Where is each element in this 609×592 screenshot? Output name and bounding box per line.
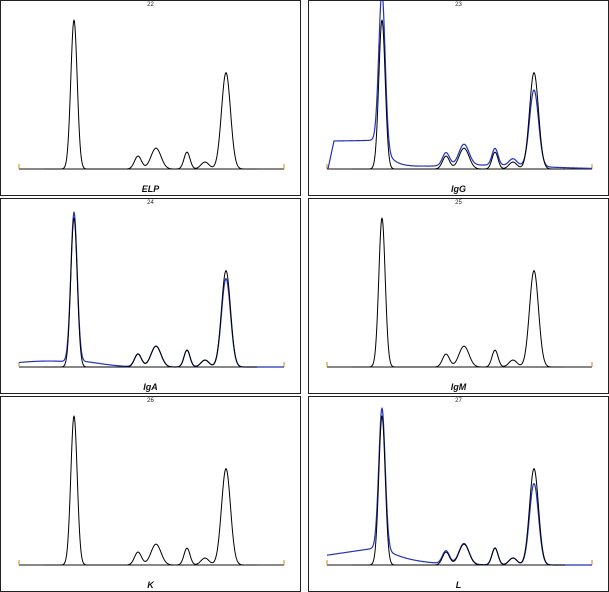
panel-number: 22 [147,2,154,8]
panel-igm: 25 IgM [308,198,609,394]
panel-label: L [455,580,462,590]
reference-trace-line [44,415,257,566]
immunofixation-trace-line [326,1,593,170]
panel-number: 26 [147,398,154,404]
panel-label: K [147,580,154,590]
reference-trace-line [352,415,565,566]
densitometry-plot [1,397,285,566]
reference-trace-line [352,217,565,368]
densitometry-plot [18,211,285,368]
reference-trace-line [44,19,257,170]
immunofixation-trace-line [326,407,593,566]
panel-label: IgA [143,382,158,392]
panel-number: 24 [147,200,154,206]
densitometry-plot [309,199,593,368]
panel-elp: 22 ELP [0,0,301,196]
reference-trace-line [352,19,565,170]
densitometry-plot [326,407,593,566]
panel-number: 23 [455,2,462,8]
panel-label: ELP [141,184,160,194]
panel-iga: 24 IgA [0,198,301,394]
panel-label: IgG [451,184,466,194]
panel-lambda: 27 L [308,396,609,592]
panel-number: 25 [455,200,462,206]
densitometry-plot [18,19,285,170]
reference-trace-line [44,217,257,368]
immunofixation-trace-line [18,211,285,368]
panel-label: IgM [450,382,467,392]
panel-kappa: 26 K [0,396,301,592]
panel-number: 27 [455,398,462,404]
densitometry-plot [326,1,593,170]
panel-igg: 23 IgG [308,0,609,196]
